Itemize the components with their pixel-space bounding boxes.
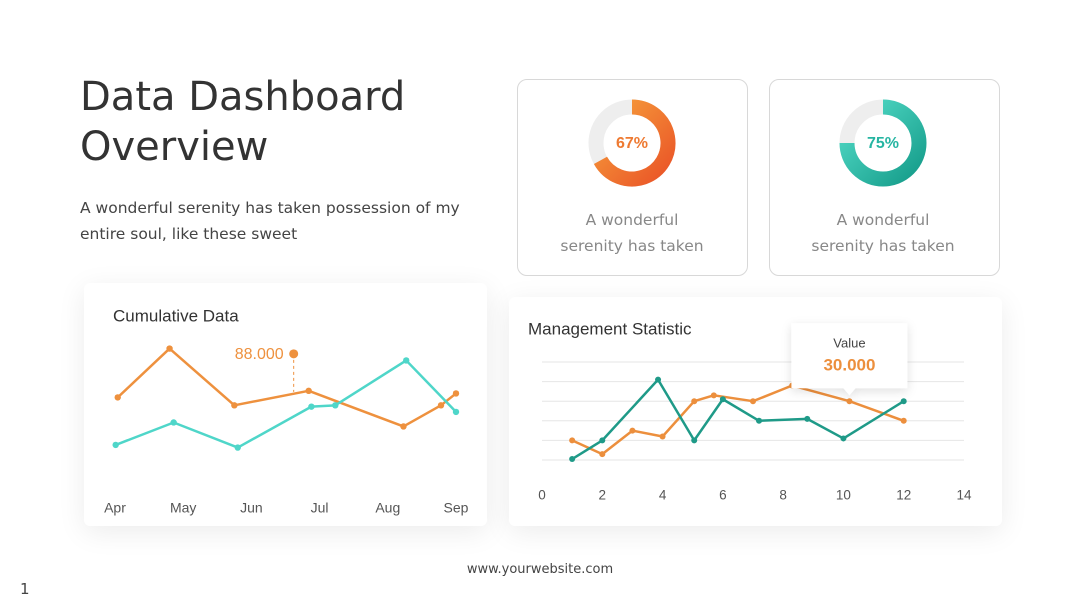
data-point bbox=[840, 435, 847, 442]
data-point bbox=[305, 387, 312, 394]
data-point bbox=[756, 417, 763, 424]
annotation-label: 88.000 bbox=[235, 346, 284, 363]
x-tick-label: 12 bbox=[896, 488, 911, 503]
data-point bbox=[403, 357, 410, 364]
tooltip-box bbox=[791, 323, 908, 396]
donut-label: 75% bbox=[867, 135, 899, 152]
x-tick-label: Sep bbox=[444, 500, 469, 516]
title: Data Dashboard Overview bbox=[80, 72, 405, 172]
x-tick-label: Jul bbox=[311, 500, 329, 516]
cumulative-panel bbox=[84, 283, 487, 526]
kpi-caption: A wonderful serenity has taken bbox=[811, 211, 955, 255]
chart-title: Management Statistic bbox=[528, 319, 692, 338]
data-point bbox=[659, 433, 666, 440]
data-point bbox=[452, 408, 460, 416]
title-line: Data Dashboard bbox=[80, 74, 406, 120]
donut-arc bbox=[593, 99, 676, 187]
data-point bbox=[599, 437, 606, 444]
x-tick-label: 14 bbox=[956, 488, 972, 503]
page-number: 1 bbox=[20, 580, 30, 598]
data-point bbox=[900, 398, 907, 405]
data-point bbox=[114, 394, 121, 401]
data-point bbox=[569, 437, 576, 444]
x-tick-label: Apr bbox=[104, 500, 126, 516]
x-tick-label: Aug bbox=[375, 500, 400, 516]
x-tick-label: 10 bbox=[836, 488, 851, 503]
tooltip bbox=[791, 323, 908, 396]
data-point bbox=[719, 396, 726, 403]
series-line bbox=[115, 359, 457, 449]
data-point bbox=[691, 398, 698, 405]
data-point bbox=[231, 402, 238, 409]
data-point bbox=[599, 451, 606, 458]
data-point bbox=[166, 345, 173, 352]
donut-label: 67% bbox=[616, 135, 648, 152]
kpi-caption: A wonderful serenity has taken bbox=[560, 211, 704, 255]
data-point bbox=[629, 427, 636, 434]
chart-title: Cumulative Data bbox=[113, 306, 239, 325]
data-point bbox=[569, 456, 576, 463]
tooltip-value: 30.000 bbox=[823, 356, 875, 375]
x-tick-label: 4 bbox=[659, 488, 667, 503]
data-point bbox=[900, 417, 907, 424]
data-point bbox=[750, 398, 756, 405]
subtitle: A wonderful serenity has taken possessio… bbox=[80, 199, 460, 243]
x-tick-label: 0 bbox=[538, 488, 546, 503]
x-tick-label: May bbox=[170, 500, 196, 516]
x-tick-label: 2 bbox=[599, 488, 607, 503]
x-tick-label: 8 bbox=[779, 488, 787, 503]
website: www.yourwebsite.com bbox=[466, 562, 614, 577]
data-point bbox=[170, 419, 177, 426]
management-panel bbox=[509, 297, 1002, 526]
annotation-point bbox=[289, 349, 299, 359]
data-point bbox=[691, 437, 698, 444]
data-point bbox=[655, 376, 662, 383]
x-tick-label: Jun bbox=[240, 500, 263, 516]
tooltip-title: Value bbox=[833, 336, 865, 351]
x-tick-label: 6 bbox=[719, 488, 727, 503]
data-point bbox=[804, 415, 811, 422]
data-point bbox=[308, 403, 315, 410]
data-point bbox=[112, 441, 119, 449]
data-point bbox=[234, 444, 241, 451]
series-line bbox=[571, 378, 905, 461]
title-line: Overview bbox=[80, 124, 269, 170]
data-point bbox=[437, 402, 445, 409]
data-point bbox=[846, 398, 853, 405]
data-point bbox=[400, 423, 407, 430]
data-point bbox=[452, 390, 460, 397]
data-point bbox=[332, 402, 339, 409]
data-point bbox=[710, 392, 717, 399]
series-line bbox=[571, 384, 905, 456]
donut-arc bbox=[839, 99, 927, 187]
